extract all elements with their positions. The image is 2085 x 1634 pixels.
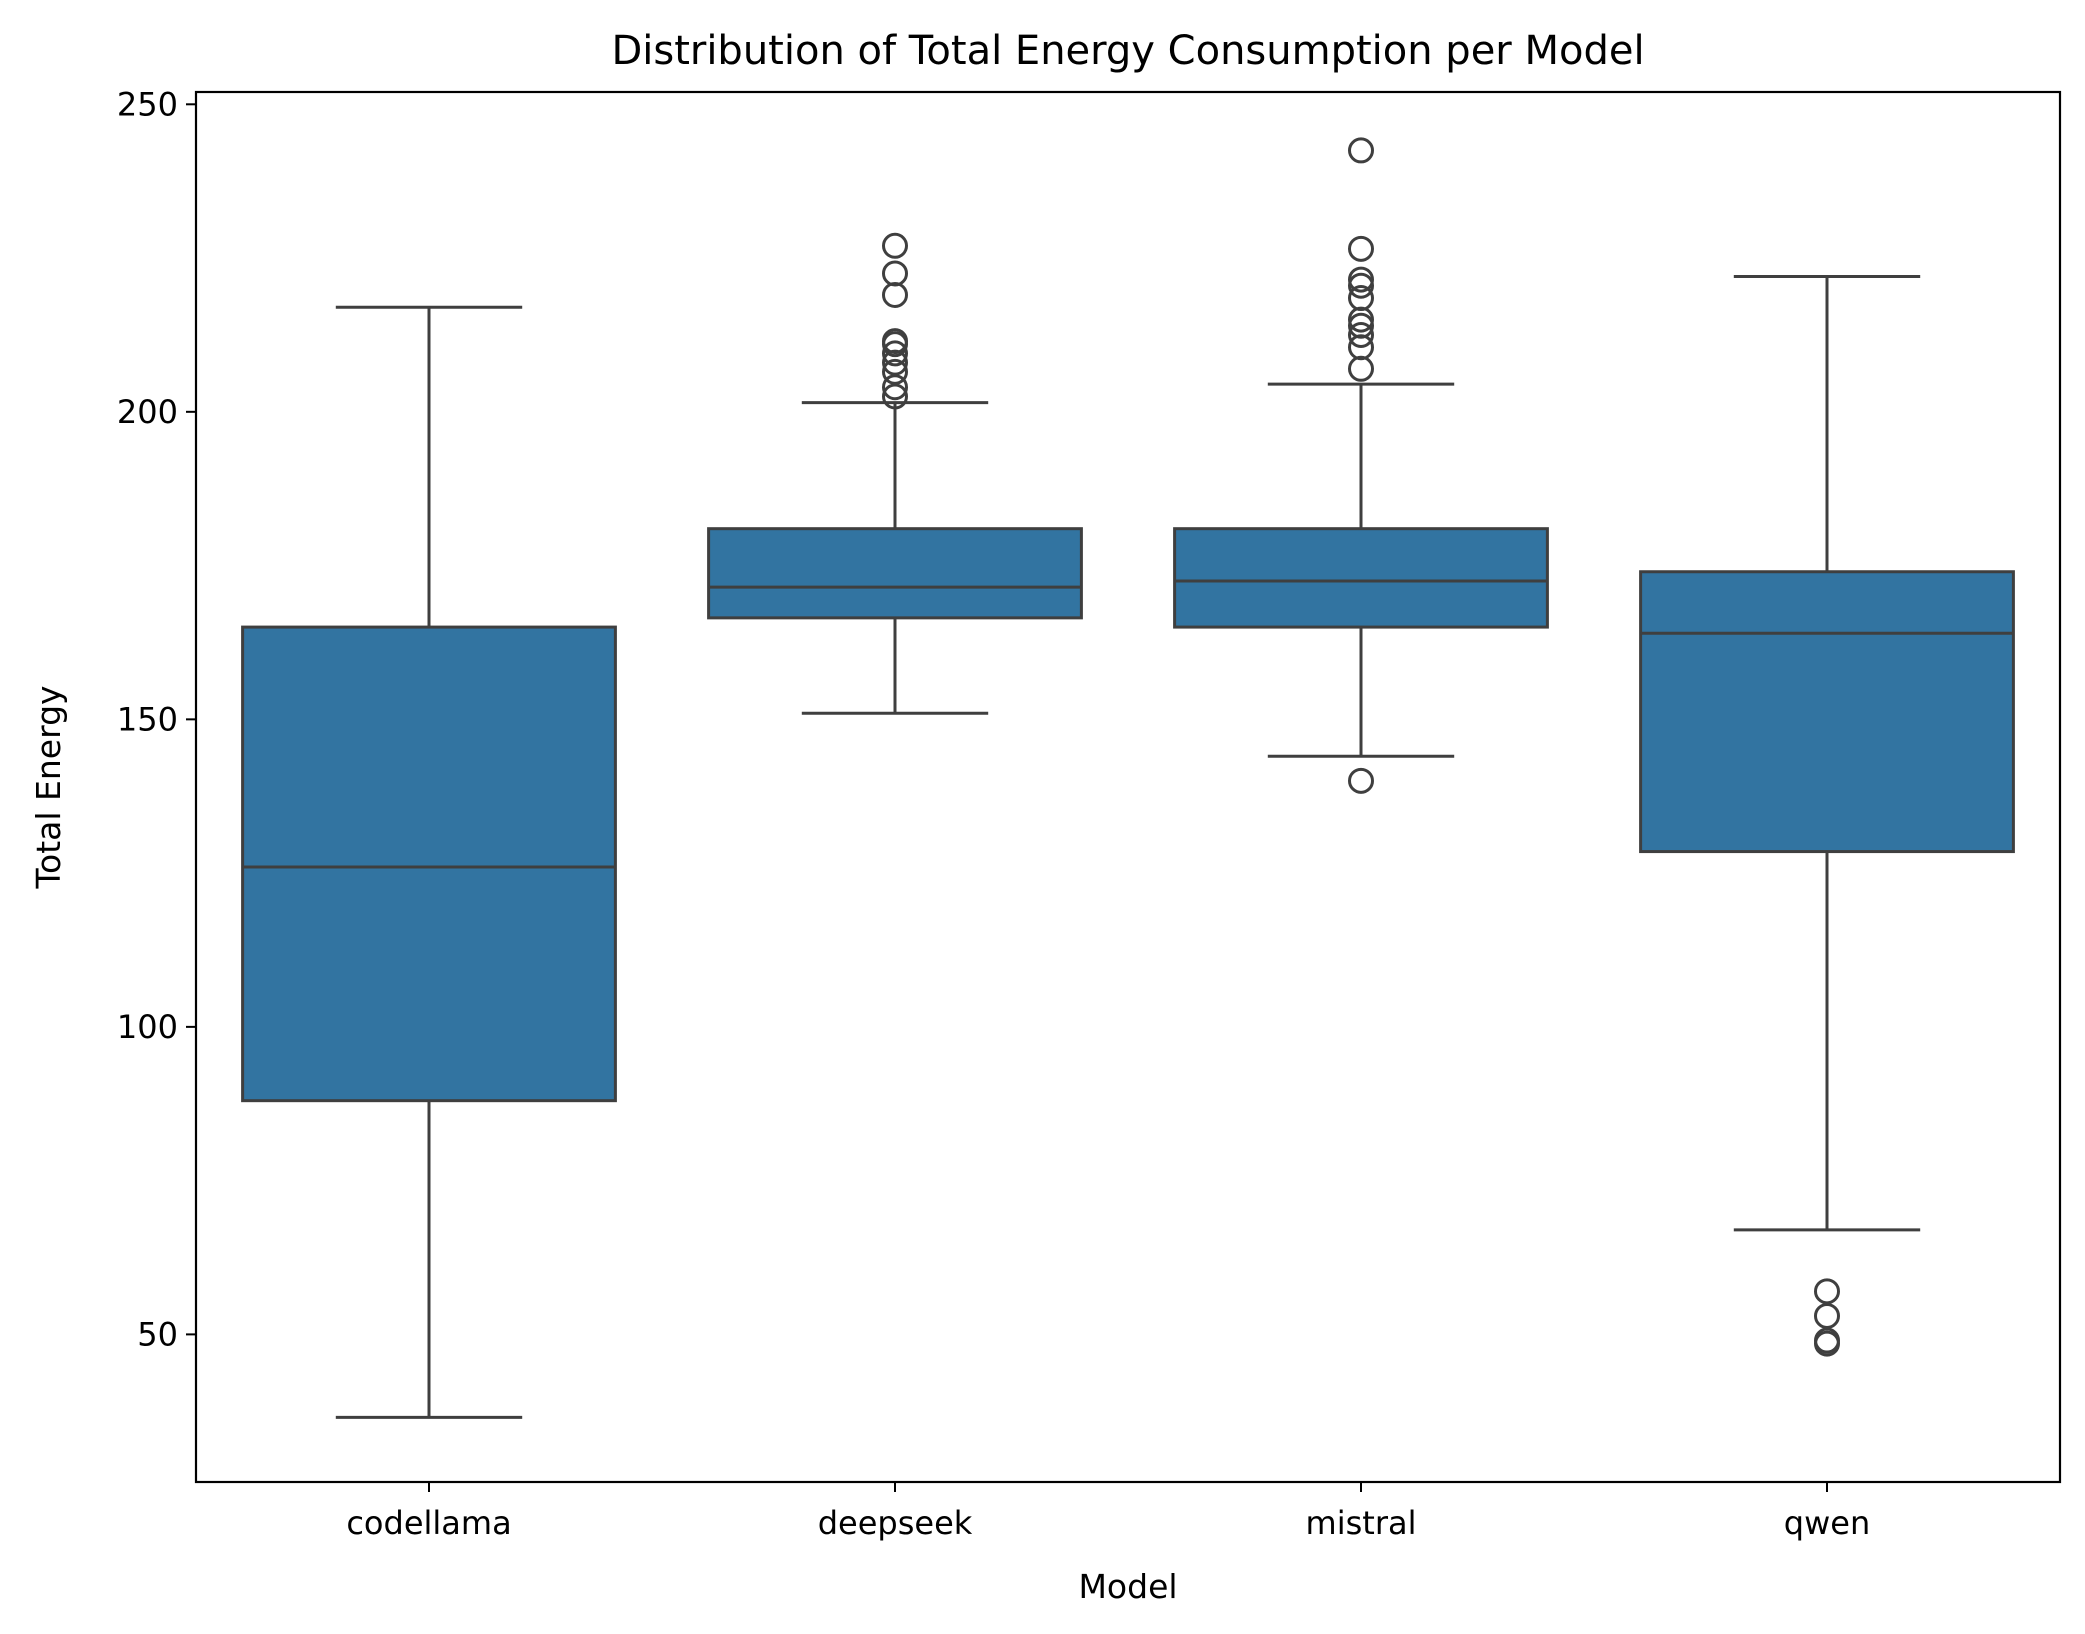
- outlier-point: [882, 340, 908, 367]
- x-tick-label: codellama: [346, 1504, 511, 1542]
- x-tick-label: mistral: [1306, 1504, 1417, 1542]
- x-tick-label: qwen: [1784, 1504, 1870, 1542]
- outlier-point: [1814, 1302, 1840, 1329]
- box-group-codellama: [241, 305, 617, 1419]
- y-tick-label: 100: [117, 1008, 178, 1046]
- x-tick-label: deepseek: [818, 1504, 973, 1542]
- y-tick-label: 50: [137, 1315, 178, 1353]
- outlier-point: [882, 260, 908, 287]
- outlier-point: [1814, 1327, 1840, 1354]
- y-tick-label: 200: [117, 393, 178, 431]
- box-group-qwen: [1639, 275, 2015, 1357]
- outlier-point: [1348, 312, 1374, 339]
- outlier-point: [1348, 235, 1374, 262]
- y-axis-label: Total Energy: [29, 685, 68, 889]
- outlier-point: [882, 383, 908, 410]
- box-group-mistral: [1173, 137, 1549, 794]
- box-iqr: [1173, 527, 1549, 629]
- outlier-point: [882, 328, 908, 355]
- box-iqr: [241, 625, 617, 1103]
- outlier-point: [882, 232, 908, 259]
- x-axis: codellama deepseek mistral qwen: [346, 1482, 1870, 1542]
- box-group-deepseek: [707, 232, 1083, 715]
- plot-frame: [194, 90, 2062, 1484]
- outlier-point: [1814, 1278, 1840, 1305]
- x-axis-label: Model: [1078, 1567, 1177, 1606]
- box-iqr: [1639, 570, 2015, 854]
- outlier-point: [1348, 767, 1374, 794]
- outlier-point: [1348, 285, 1374, 312]
- outlier-point: [1348, 321, 1374, 348]
- y-axis: 50 100 150 200 250: [117, 85, 196, 1353]
- outlier-point: [1348, 137, 1374, 164]
- box-iqr: [707, 527, 1083, 620]
- outlier-point: [1348, 355, 1374, 382]
- plot-area: [241, 137, 2015, 1419]
- y-tick-label: 250: [117, 85, 178, 123]
- outlier-point: [882, 281, 908, 308]
- outlier-point: [1348, 266, 1374, 293]
- y-tick-label: 150: [117, 700, 178, 738]
- outlier-point: [1348, 272, 1374, 299]
- chart-title: Distribution of Total Energy Consumption…: [611, 28, 1644, 74]
- outlier-point: [882, 374, 908, 401]
- outlier-point: [882, 358, 908, 385]
